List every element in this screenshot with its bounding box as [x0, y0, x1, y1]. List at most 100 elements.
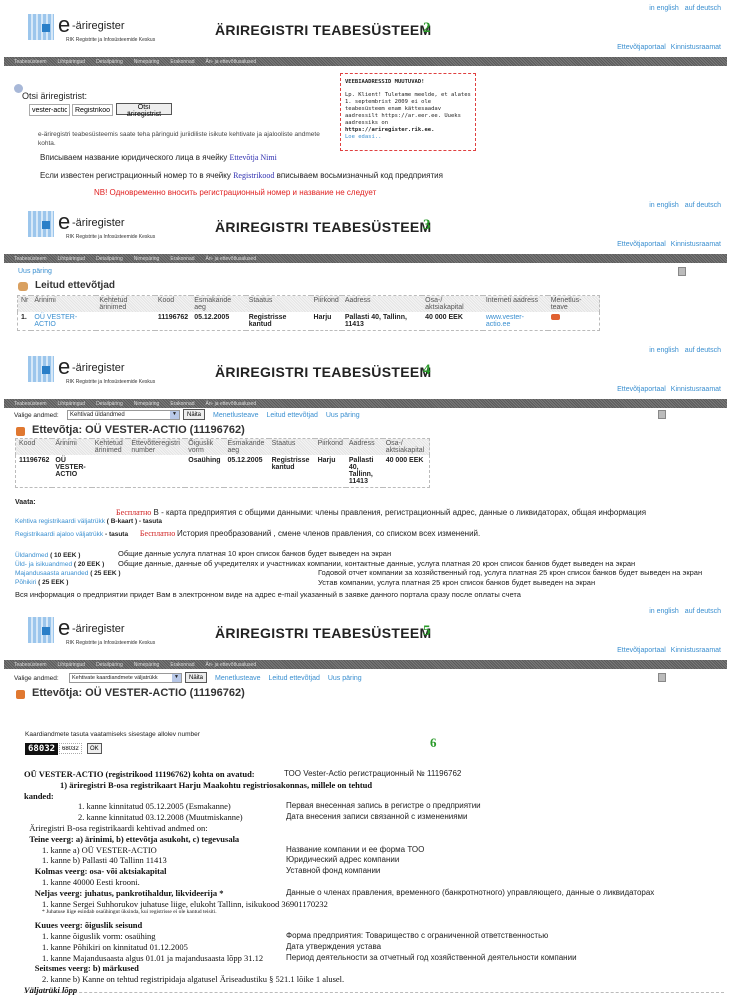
new-query-link[interactable]: Uus päring [18, 268, 52, 275]
nav-item[interactable]: Nimepäring [133, 661, 160, 668]
print-icon[interactable] [658, 673, 666, 682]
nav-item[interactable]: Lihtpäringud [57, 58, 86, 65]
column-header: Piirkond [314, 438, 346, 455]
service-link[interactable]: Üldandmed [15, 552, 49, 559]
website-link[interactable]: www.vester-actio.ee [485, 314, 524, 328]
nav-item[interactable]: Detailpäring [96, 661, 123, 668]
e-ariregister-logo[interactable]: e -äriregister RIK Registrite ja Infosüste… [20, 352, 180, 392]
portal-link[interactable]: Kinnistusraamat [670, 386, 721, 393]
nav-item[interactable]: Äri- ja ettevõtlusalused [205, 661, 257, 668]
service-link[interactable]: Majandusaasta aruanded [15, 570, 89, 577]
portal-link[interactable]: Ettevõtjaportaal [617, 44, 666, 51]
nav-item[interactable]: Erakonnad [170, 58, 195, 65]
column-header: Kood [154, 295, 192, 312]
b-card-link[interactable]: Kehtiva registrikaardi väljatrükk [15, 518, 105, 525]
english-link[interactable]: in english [649, 608, 679, 615]
english-link[interactable]: in english [649, 347, 679, 354]
company-name-input[interactable] [29, 104, 70, 116]
logo-name: -äriregister [72, 623, 125, 635]
nav-item[interactable]: Teabesüsteem [14, 255, 47, 262]
proceedings-link[interactable]: Menetlusteave [213, 412, 259, 419]
nav-item[interactable]: Äri- ja ettevõtlusalused [205, 58, 257, 65]
print-icon[interactable] [678, 267, 686, 276]
history-link[interactable]: Registrikaardi ajaloo väljatrükk [15, 531, 104, 538]
nav-item[interactable]: Teabesüsteem [14, 400, 47, 407]
e-ariregister-logo[interactable]: e -äriregister RIK Registrite ja Infosüste… [20, 207, 180, 247]
extract-line: 1. kanne a) OÜ VESTER-ACTIO [42, 844, 157, 855]
select-value: Kehtivate kaardiandmete väljatrükk [72, 675, 158, 681]
portal-link[interactable]: Kinnistusraamat [670, 241, 721, 248]
e-ariregister-logo[interactable]: e -äriregister RIK Registrite ja Infosüste… [20, 613, 180, 653]
portal-link[interactable]: Ettevõtjaportaal [617, 386, 666, 393]
german-link[interactable]: auf deutsch [684, 608, 721, 615]
main-nav: Teabesüsteem Lihtpäringud Detailpäring Nime… [4, 399, 727, 408]
logo-mark [28, 211, 54, 237]
nav-item[interactable]: Äri- ja ettevõtlusalused [205, 255, 257, 262]
service-link[interactable]: Põhikiri [15, 579, 37, 586]
found-companies-link[interactable]: Leitud ettevõtjad [268, 675, 320, 682]
print-icon[interactable] [658, 410, 666, 419]
company-link[interactable]: OÜ VESTER-ACTIO [34, 314, 78, 328]
extract-translation: Дата внесения записи связанной с изменен… [286, 812, 468, 822]
search-button[interactable]: Otsi äriregistrist [116, 103, 172, 118]
nav-item[interactable]: Lihtpäringud [57, 255, 86, 262]
nav-item[interactable]: Lihtpäringud [57, 661, 86, 668]
service-description: Общие данные услуга платная 10 крон спис… [118, 549, 392, 558]
main-nav: Teabesüsteem Lihtpäringud Detailpäring Nime… [4, 254, 727, 263]
nav-item[interactable]: Detailpäring [96, 58, 123, 65]
nav-item[interactable]: Erakonnad [170, 661, 195, 668]
nav-item[interactable]: Detailpäring [96, 400, 123, 407]
nav-item[interactable]: Erakonnad [170, 400, 195, 407]
notice-more-link[interactable]: Loe edasi.. [345, 134, 382, 140]
column-header: Õiguslik vorm [185, 438, 225, 455]
proceedings-icon[interactable] [550, 314, 560, 320]
registry-code-input[interactable] [72, 104, 113, 116]
logo-name: -äriregister [72, 217, 125, 229]
nav-item[interactable]: Äri- ja ettevõtlusalused [205, 400, 257, 407]
extract-translation: Форма предприятия: Товарищество с ограни… [286, 931, 549, 940]
show-button[interactable]: Näita [183, 409, 206, 420]
data-select[interactable]: Kehtivate kaardiandmete väljatrükk ▼ [69, 673, 182, 683]
new-query-link[interactable]: Uus päring [325, 412, 360, 419]
cell-old-names [96, 312, 154, 331]
proceedings-link[interactable]: Menetlusteave [215, 675, 261, 682]
nav-item[interactable]: Nimepäring [133, 255, 160, 262]
nav-item[interactable]: Lihtpäringud [57, 400, 86, 407]
nav-item[interactable]: Detailpäring [96, 255, 123, 262]
logo-mark-accent [42, 221, 50, 229]
data-select[interactable]: Kehtivad üldandmed ▼ [67, 410, 180, 420]
show-button[interactable]: Näita [185, 672, 208, 683]
german-link[interactable]: auf deutsch [684, 5, 721, 12]
extract-line: kanded: [24, 790, 54, 801]
new-query-link[interactable]: Uus päring [327, 675, 362, 682]
cell-capital: 40 000 EEK [425, 314, 463, 321]
e-ariregister-logo[interactable]: e -äriregister RIK Registrite ja Infosüste… [20, 10, 180, 50]
service-price: ( 10 EEK ) [50, 552, 81, 559]
portal-link[interactable]: Kinnistusraamat [670, 647, 721, 654]
found-companies-link[interactable]: Leitud ettevõtjad [266, 412, 318, 419]
free-label: Бесплатно [139, 529, 176, 538]
table-row[interactable]: 1. OÜ VESTER-ACTIO 11196762 05.12.2005 R… [18, 312, 600, 331]
ok-button[interactable]: OK [87, 743, 102, 754]
logo-subtitle: RIK Registrite ja Infosüsteemide Keskus [66, 640, 156, 646]
cell-proceedings [548, 312, 600, 331]
nav-item[interactable]: Erakonnad [170, 255, 195, 262]
nav-item[interactable]: Nimepäring [133, 400, 160, 407]
logo-e: e [58, 354, 71, 379]
site-title: ÄRIREGISTRI TEABESÜSTEEM [215, 219, 432, 235]
portal-link[interactable]: Kinnistusraamat [670, 44, 721, 51]
german-link[interactable]: auf deutsch [684, 202, 721, 209]
service-link[interactable]: Üld- ja isikuandmed [15, 561, 73, 568]
see-label: Vaata: [15, 499, 36, 506]
nav-item[interactable]: Nimepäring [133, 58, 160, 65]
captcha-input[interactable] [59, 743, 82, 754]
portal-link[interactable]: Ettevõtjaportaal [617, 647, 666, 654]
german-link[interactable]: auf deutsch [684, 347, 721, 354]
nav-item[interactable]: Teabesüsteem [14, 661, 47, 668]
table-cell: Harju [317, 457, 336, 464]
nav-item[interactable]: Teabesüsteem [14, 58, 47, 65]
ru-instruction-1: Вписываем название юридического лица в я… [40, 153, 277, 162]
portal-link[interactable]: Ettevõtjaportaal [617, 241, 666, 248]
english-link[interactable]: in english [649, 202, 679, 209]
english-link[interactable]: in english [649, 5, 679, 12]
